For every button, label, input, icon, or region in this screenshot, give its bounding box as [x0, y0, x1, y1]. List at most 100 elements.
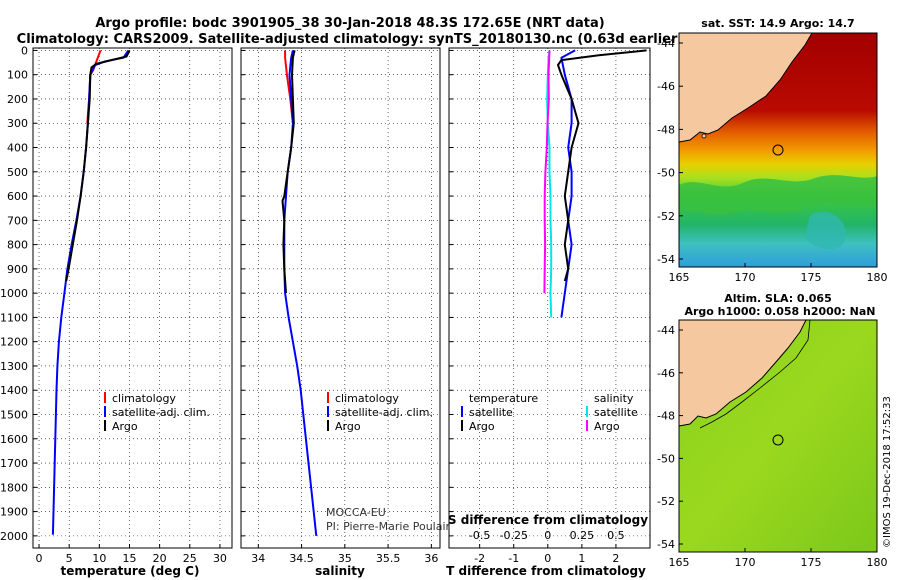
map-lat-label: -52	[657, 210, 675, 223]
map-lon-label: 175	[801, 556, 822, 569]
series-line-t-argo	[557, 49, 647, 282]
salinity-axis-label: salinity	[315, 564, 365, 578]
sst-map-title: sat. SST: 14.9 Argo: 14.7	[701, 17, 854, 30]
salinity-legend: climatology satellite-adj. clim. Argo	[327, 392, 433, 433]
sst-map-frame	[678, 32, 878, 268]
sla-map-ticks: 165 170 175 180 -44 -46 -48 -50 -52 -54	[657, 324, 887, 569]
depth-tick-label: 1200	[0, 336, 28, 349]
legend-label-satellite: satellite-adj. clim.	[112, 406, 210, 419]
depth-tick-label: 200	[7, 93, 28, 106]
temperature-grid	[33, 48, 232, 548]
x-tick-label: 0	[544, 552, 551, 565]
legend-label-s-argo: Argo	[594, 420, 620, 433]
map-lon-label: 165	[669, 271, 690, 284]
legend-label-satellite: satellite-adj. clim.	[335, 406, 433, 419]
sst-cyan-patch	[805, 211, 846, 250]
float-position-marker	[772, 144, 784, 156]
map-lat-label: -48	[657, 123, 675, 136]
salinity-x-ticks: 34 34.5 35 35.5 36	[251, 552, 438, 565]
depth-tick-label: 500	[7, 166, 28, 179]
x-tick-label: 25	[183, 552, 197, 565]
map-lat-label: -46	[657, 80, 675, 93]
map-lat-label: -54	[657, 253, 675, 266]
copyright-stamp: ©IMOS 19-Dec-2018 17:52:33	[882, 396, 893, 548]
depth-tick-label: 1100	[0, 311, 28, 324]
depth-tick-label: 900	[7, 263, 28, 276]
salinity-panel: 34 34.5 35 35.5 36 salinity climatology sate…	[240, 47, 453, 578]
x-tick-label: 15	[122, 552, 136, 565]
salinity-difference-ticks: -0.5 -0.25 0 0.25 0.5	[469, 529, 625, 542]
map-lon-label: 170	[735, 271, 756, 284]
x-tick-label: 2	[612, 552, 619, 565]
depth-tick-label: 600	[7, 190, 28, 203]
x-tick-label: 1	[578, 552, 585, 565]
legend-title-salinity: salinity	[594, 392, 634, 405]
legend-label-s-satellite: satellite	[594, 406, 638, 419]
legend-label-climatology: climatology	[112, 392, 176, 405]
sst-land-mass	[678, 32, 813, 143]
difference-panel: -2 -1 0 1 2 -0.5 -0.25 0 0.25 0.5 S difference f…	[446, 47, 651, 578]
legend-label-t-argo: Argo	[469, 420, 495, 433]
pi-annotation: PI: Pierre-Marie Poulain	[326, 520, 453, 533]
float-position-marker	[772, 434, 784, 446]
series-line-argo	[65, 49, 131, 282]
depth-tick-label: 100	[7, 69, 28, 82]
depth-tick-label: 800	[7, 239, 28, 252]
legend-title-temperature: temperature	[469, 392, 538, 405]
salinity-series	[281, 50, 318, 537]
t-difference-axis-label: T difference from climatology	[446, 564, 646, 578]
salinity-plot-frame	[240, 47, 441, 549]
sla-map-frame	[678, 319, 878, 553]
x-tick-label: 34	[251, 552, 265, 565]
salinity-grid	[241, 48, 440, 548]
depth-tick-label: 0	[21, 44, 28, 57]
legend-label-argo: Argo	[112, 420, 138, 433]
legend-label-argo: Argo	[335, 420, 361, 433]
series-line-argo	[281, 50, 296, 294]
figure-title-line1: Argo profile: bodc 3901905_38 30-Jan-201…	[95, 16, 604, 31]
s-tick-label: -0.25	[499, 529, 527, 542]
sla-land-mass	[678, 319, 807, 427]
map-lon-label: 170	[735, 556, 756, 569]
x-tick-label: 36	[424, 552, 438, 565]
s-tick-label: 0.5	[607, 529, 625, 542]
depth-tick-label: 300	[7, 117, 28, 130]
depth-tick-label: 400	[7, 142, 28, 155]
sst-map: sat. SST: 14.9 Argo: 14.7 165 170 175 180 -4…	[657, 17, 887, 284]
map-lat-label: -46	[657, 367, 675, 380]
map-lat-label: -50	[657, 452, 675, 465]
legend-label-t-satellite: satellite	[469, 406, 513, 419]
program-annotation: MOCCA-EU	[326, 506, 386, 519]
temperature-x-ticks: 0 5 10 15 20 25 30	[36, 552, 227, 565]
map-lat-label: -52	[657, 495, 675, 508]
x-tick-label: 35.5	[376, 552, 401, 565]
map-lat-label: -54	[657, 538, 675, 551]
x-tick-label: 20	[153, 552, 167, 565]
x-tick-label: 10	[92, 552, 106, 565]
map-lon-label: 180	[867, 271, 888, 284]
difference-series	[543, 49, 647, 318]
sla-map-title-line2: Argo h1000: 0.058 h2000: NaN	[684, 305, 875, 318]
s-tick-label: 0	[544, 529, 551, 542]
series-line-s-argo	[543, 50, 551, 294]
map-lon-label: 180	[867, 556, 888, 569]
s-difference-axis-label: S difference from climatology	[448, 513, 648, 527]
difference-legend: temperature satellite Argo salinity sate…	[461, 392, 638, 433]
stewart-island-outline	[701, 133, 707, 139]
temperature-legend: climatology satellite-adj. clim. Argo	[104, 392, 210, 433]
map-lat-label: -50	[657, 167, 675, 180]
depth-tick-label: 2000	[0, 530, 28, 543]
x-tick-label: 5	[66, 552, 73, 565]
difference-x-ticks: -2 -1 0 1 2	[474, 552, 619, 565]
x-tick-label: -2	[474, 552, 485, 565]
map-lon-label: 175	[801, 271, 822, 284]
s-tick-label: -0.5	[469, 529, 490, 542]
depth-tick-label: 1500	[0, 409, 28, 422]
depth-tick-label: 1300	[0, 360, 28, 373]
x-tick-label: 0	[36, 552, 43, 565]
sst-green-eddies	[679, 175, 877, 215]
sst-map-ticks: 165 170 175 180 -44 -46 -48 -50 -52 -54	[657, 37, 887, 284]
sla-map-title-line1: Altim. SLA: 0.065	[724, 292, 831, 305]
temperature-axis-label: temperature (deg C)	[61, 564, 200, 578]
